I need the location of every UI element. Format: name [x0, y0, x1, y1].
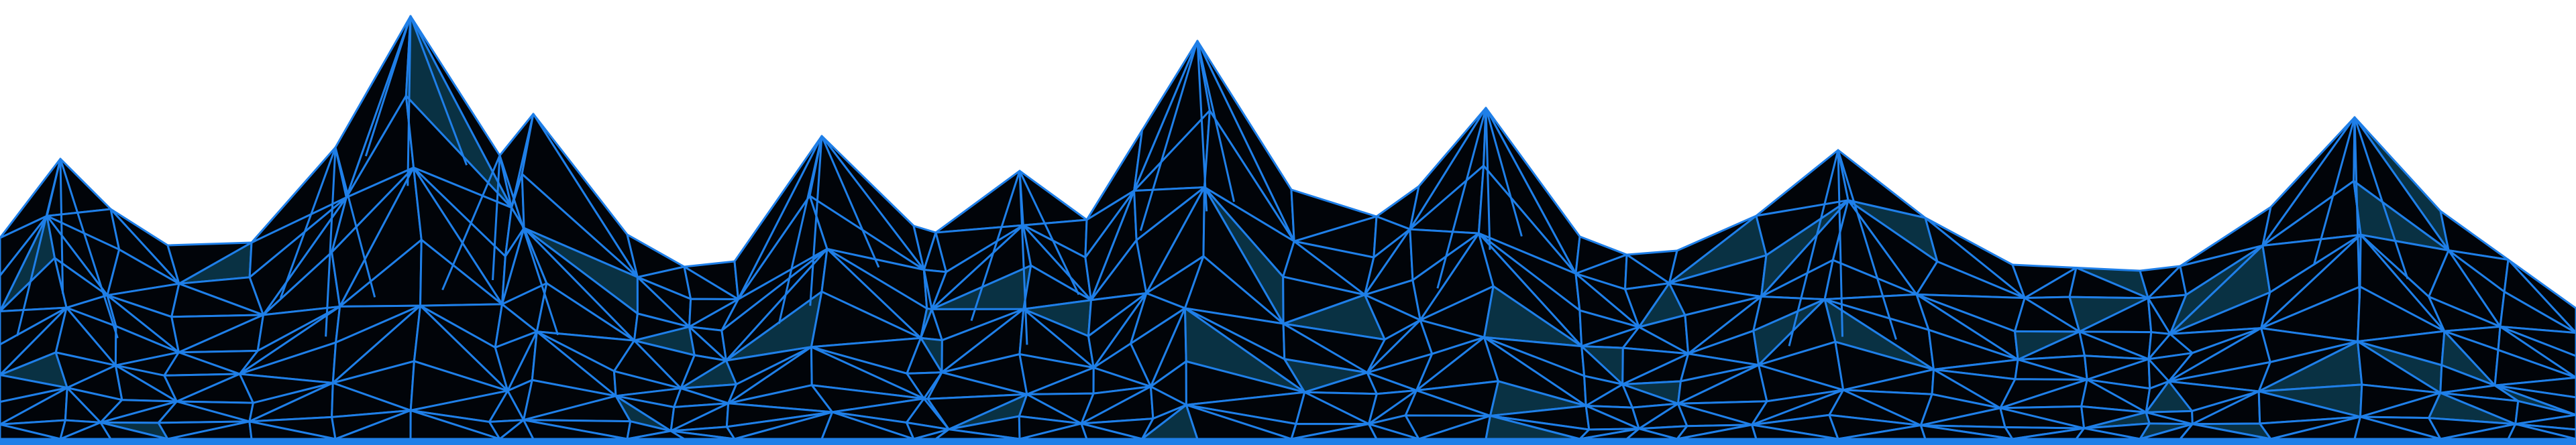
ridge-line: [16, 158, 62, 336]
ridge-line: [1196, 40, 1235, 202]
ground-glow-line: [0, 439, 2576, 445]
ridge-line: [809, 135, 823, 306]
ridge-line: [59, 158, 64, 294]
ridge-line: [1485, 107, 1523, 237]
wireframe-edges: [0, 15, 2576, 440]
mesh-facet: [1018, 170, 1088, 227]
ridge-line: [334, 147, 376, 298]
ridge-line: [1018, 170, 1080, 296]
ridge-line: [441, 155, 501, 291]
ridge-line: [1485, 107, 1491, 250]
ridge-line: [1837, 149, 1897, 340]
ridge-line: [1837, 149, 1843, 337]
ridge-line: [1018, 170, 1028, 345]
ridge-line: [407, 15, 412, 186]
ridge-line: [2313, 117, 2356, 265]
ridge-line: [59, 158, 119, 338]
ridge-line: [2353, 117, 2361, 299]
ridge-line: [1436, 107, 1487, 289]
ridge-line: [820, 135, 880, 268]
ridge-line: [409, 15, 468, 166]
ridge-line: [970, 170, 1021, 321]
ridge-line: [279, 147, 337, 299]
ridge-line: [325, 147, 337, 337]
ridge-line: [1196, 40, 1208, 212]
ridge-line: [1788, 149, 1839, 346]
ridge-line: [777, 135, 823, 324]
ridge-line: [1139, 40, 1199, 231]
ridge-line: [492, 155, 501, 280]
ridge-line: [2353, 117, 2409, 279]
ridge-line: [498, 155, 559, 336]
ridge-line: [364, 15, 412, 157]
